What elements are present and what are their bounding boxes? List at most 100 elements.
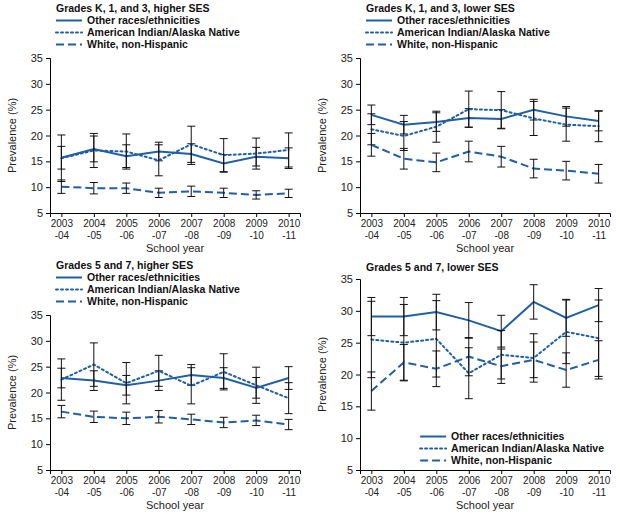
x-tick: 2006-07 bbox=[148, 213, 171, 241]
y-tick: 10 bbox=[341, 181, 360, 193]
error-bar bbox=[562, 353, 570, 387]
x-tick: 2007-08 bbox=[491, 213, 514, 241]
x-tick: 2005-06 bbox=[116, 470, 139, 498]
x-tick-mark bbox=[436, 470, 437, 474]
y-tick-mark bbox=[356, 279, 360, 280]
y-tick: 30 bbox=[31, 335, 50, 347]
x-tick-label: 2005-06 bbox=[426, 218, 449, 241]
y-tick-mark bbox=[46, 341, 50, 342]
error-bar bbox=[57, 180, 65, 193]
y-tick-mark bbox=[356, 161, 360, 162]
x-tick: 2004-05 bbox=[393, 213, 416, 241]
error-bar bbox=[367, 133, 375, 156]
error-bar bbox=[252, 415, 260, 425]
y-tick: 10 bbox=[341, 432, 360, 444]
x-tick: 2008-09 bbox=[213, 213, 236, 241]
error-bar bbox=[465, 141, 473, 162]
series-line bbox=[61, 365, 288, 399]
x-tick-mark bbox=[289, 213, 290, 217]
chart-title: Grades 5 and 7, lower SES bbox=[366, 261, 498, 273]
legend-label: American Indian/Alaska Native bbox=[451, 442, 604, 454]
y-tick-mark bbox=[356, 311, 360, 312]
error-bar bbox=[90, 343, 98, 386]
x-axis-title: School year bbox=[146, 242, 204, 254]
y-tick-mark bbox=[46, 367, 50, 368]
error-bar bbox=[497, 349, 505, 383]
legend-swatch bbox=[56, 44, 82, 46]
y-tick-label: 5 bbox=[347, 464, 353, 476]
x-tick: 2004-05 bbox=[83, 470, 106, 498]
chart-title: Grades K, 1, and 3, higher SES bbox=[56, 2, 209, 14]
error-bar bbox=[122, 363, 130, 404]
error-bar bbox=[155, 411, 163, 423]
error-bar bbox=[187, 126, 195, 162]
error-bar bbox=[187, 368, 195, 404]
x-tick: 2007-08 bbox=[181, 213, 204, 241]
y-axis-line bbox=[356, 59, 361, 214]
x-tick-mark bbox=[599, 213, 600, 217]
y-tick-mark bbox=[356, 406, 360, 407]
legend-swatch bbox=[366, 32, 392, 34]
x-tick-label: 2008-09 bbox=[213, 218, 236, 241]
y-axis: 5101520253035 bbox=[31, 52, 51, 219]
error-bar bbox=[367, 301, 375, 377]
x-axis: 2003-042004-052005-062006-072007-082008-… bbox=[51, 470, 301, 498]
error-bar bbox=[155, 145, 163, 176]
error-bar bbox=[122, 183, 130, 193]
error-bar bbox=[187, 414, 195, 424]
y-tick: 5 bbox=[347, 207, 360, 219]
error-bar bbox=[57, 135, 65, 182]
y-tick-label: 10 bbox=[341, 432, 353, 444]
legend-label: Other races/ethnicities bbox=[451, 430, 564, 442]
x-tick-label: 2004-05 bbox=[83, 475, 106, 498]
x-tick-mark bbox=[289, 470, 290, 474]
error-bar bbox=[432, 153, 440, 172]
y-tick-label: 15 bbox=[31, 412, 43, 424]
x-tick: 2005-06 bbox=[426, 213, 449, 241]
plot: 51015202530352003-042004-052005-062006-0… bbox=[316, 52, 611, 254]
x-tick-mark bbox=[469, 213, 470, 217]
series-line bbox=[371, 145, 598, 174]
y-tick-mark bbox=[46, 418, 50, 419]
error-bar bbox=[400, 122, 408, 151]
marks bbox=[367, 285, 602, 410]
error-bar bbox=[530, 101, 538, 135]
x-tick: 2007-08 bbox=[181, 470, 204, 498]
y-tick: 15 bbox=[341, 400, 360, 412]
y-tick: 5 bbox=[37, 207, 50, 219]
x-tick-label: 2010-11 bbox=[588, 218, 611, 241]
x-tick-label: 2003-04 bbox=[51, 475, 74, 498]
x-tick-mark bbox=[224, 213, 225, 217]
series-line bbox=[371, 110, 598, 125]
x-tick-mark bbox=[61, 213, 62, 217]
x-tick-label: 2009-10 bbox=[556, 218, 579, 241]
x-tick-mark bbox=[94, 470, 95, 474]
y-tick-label: 35 bbox=[31, 52, 43, 64]
y-tick: 15 bbox=[341, 155, 360, 167]
y-tick-label: 30 bbox=[31, 335, 43, 347]
x-tick-mark bbox=[191, 213, 192, 217]
error-bar bbox=[562, 161, 570, 180]
error-bar bbox=[252, 191, 260, 199]
error-bar bbox=[497, 146, 505, 167]
y-tick-label: 10 bbox=[31, 438, 43, 450]
y-tick-mark bbox=[46, 136, 50, 137]
y-tick-label: 30 bbox=[31, 78, 43, 90]
error-bar bbox=[220, 139, 228, 172]
y-tick-label: 25 bbox=[341, 104, 353, 116]
x-tick: 2010-11 bbox=[588, 213, 611, 241]
error-bar bbox=[497, 92, 505, 129]
y-tick-mark bbox=[46, 470, 50, 471]
error-bar bbox=[57, 405, 65, 417]
marks bbox=[57, 343, 292, 430]
x-tick-label: 2009-10 bbox=[556, 475, 579, 498]
y-axis: 5101520253035 bbox=[31, 309, 51, 476]
y-tick: 30 bbox=[341, 305, 360, 317]
y-tick: 30 bbox=[341, 78, 360, 90]
y-tick: 20 bbox=[341, 369, 360, 381]
error-bar bbox=[187, 186, 195, 196]
x-tick: 2003-04 bbox=[361, 213, 384, 241]
error-bar bbox=[432, 351, 440, 387]
x-axis-line bbox=[361, 471, 611, 475]
y-tick-mark bbox=[46, 110, 50, 111]
